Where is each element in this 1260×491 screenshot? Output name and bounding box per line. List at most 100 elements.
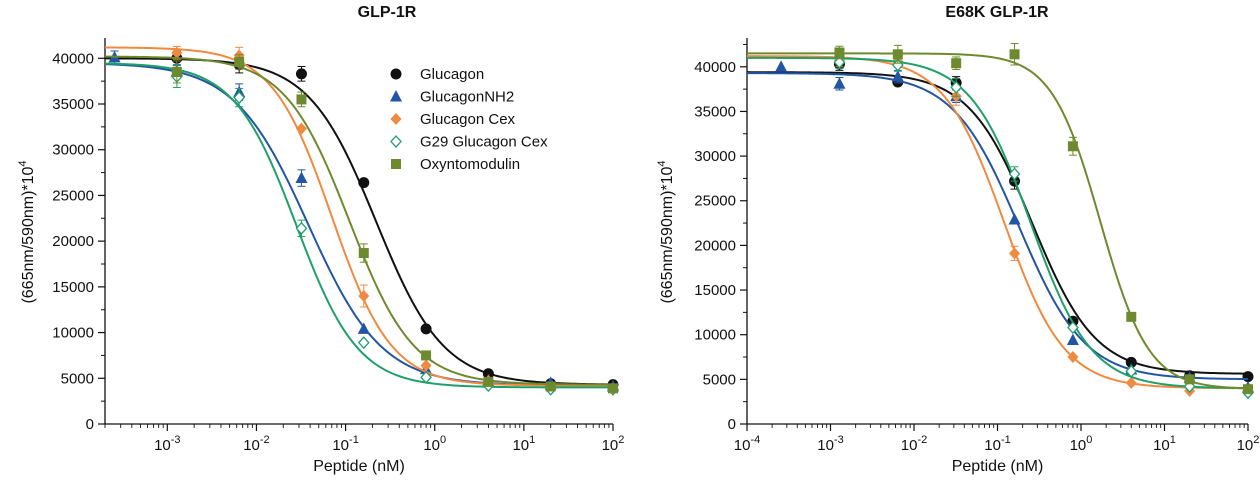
data-point-oxyntomodulin xyxy=(834,47,845,58)
x-tick-label: 102 xyxy=(1237,434,1260,454)
y-tick-label: 15000 xyxy=(694,282,736,299)
series-glucagon-cex xyxy=(746,53,1254,397)
panel-e68k-glp1r: E68K GLP-1R 0 5000 10000 15000 20000 25000 3000… xyxy=(656,4,1259,475)
data-point-glucagon-cex xyxy=(1067,351,1079,364)
data-point-glucagon-cex xyxy=(358,290,370,302)
y-tick-label: 20000 xyxy=(52,233,94,250)
x-axis-label: Peptide (nM) xyxy=(313,458,405,475)
data-point-glucagonnh2 xyxy=(833,77,846,89)
data-point-oxyntomodulin xyxy=(1184,374,1195,385)
data-point-glucagonnh2 xyxy=(295,171,308,184)
data-point-glucagon xyxy=(1125,356,1137,368)
data-point-g29-glucagon-cex xyxy=(950,80,963,94)
legend-label-g29-glucagon-cex: G29 Glucagon Cex xyxy=(420,134,548,151)
data-point-glucagon-cex xyxy=(1125,376,1137,389)
series-g29-glucagon-cex xyxy=(747,55,1254,400)
fit-curve-glucagonnh2 xyxy=(104,63,614,387)
data-point-oxyntomodulin xyxy=(234,56,245,67)
data-point-oxyntomodulin xyxy=(483,376,494,387)
legend-marker-g29-glucagon-cex xyxy=(390,135,402,148)
y-tick-label: 35000 xyxy=(694,103,736,120)
fit-curve-glucagon-cex xyxy=(746,55,1249,390)
panel-glp1r: GLP-1R 0 5000 10000 15000 20000 25000 30000 3500… xyxy=(17,4,624,475)
y-axis-label: (665nm/590nm)*104 xyxy=(656,160,676,303)
fit-curve-glucagonnh2 xyxy=(746,72,1249,381)
x-tick-label: 10-1 xyxy=(332,434,358,454)
x-tick-label: 10-3 xyxy=(817,434,843,454)
fit-curve-glucagon xyxy=(104,57,614,386)
data-point-oxyntomodulin xyxy=(1243,384,1253,395)
data-point-glucagonnh2 xyxy=(1066,333,1079,346)
y-tick-label: 15000 xyxy=(52,279,94,296)
fit-curve-g29-glucagon-cex xyxy=(747,56,1249,390)
legend-marker-glucagon xyxy=(390,68,402,80)
y-axis-label: (665nm/590nm)*104 xyxy=(17,160,37,303)
fit-curve-g29-glucagon-cex xyxy=(104,62,613,389)
fit-curve-glucagon-cex xyxy=(104,46,613,387)
data-point-oxyntomodulin xyxy=(1009,49,1020,60)
series-oxyntomodulin xyxy=(104,54,618,394)
x-tick-label: 10-1 xyxy=(984,434,1010,454)
data-point-glucagonnh2 xyxy=(775,60,788,72)
data-point-oxyntomodulin xyxy=(296,94,307,105)
x-tick-label: 100 xyxy=(423,434,446,454)
legend-marker-glucagon-cex xyxy=(390,113,402,125)
data-point-g29-glucagon-cex xyxy=(357,336,370,350)
y-tick-label: 25000 xyxy=(694,193,736,210)
series-g29-glucagon-cex xyxy=(104,62,619,396)
chart-title: GLP-1R xyxy=(358,4,417,21)
data-point-g29-glucagon-cex xyxy=(233,91,246,105)
data-point-g29-glucagon-cex xyxy=(1125,364,1138,378)
fit-curve-glucagon xyxy=(746,71,1249,375)
data-point-oxyntomodulin xyxy=(358,248,369,259)
x-tick-label: 101 xyxy=(512,434,535,454)
data-point-glucagon-cex xyxy=(1009,247,1021,260)
series-glucagonnh2 xyxy=(746,60,1254,393)
y-tick-label: 0 xyxy=(86,416,94,433)
y-tick-label: 20000 xyxy=(694,237,736,254)
legend-label-glucagonnh2: GlucagonNH2 xyxy=(420,89,514,106)
data-point-oxyntomodulin xyxy=(1067,141,1078,152)
x-tick-label: 100 xyxy=(1070,434,1093,454)
fit-curve-oxyntomodulin xyxy=(104,55,614,386)
data-point-glucagon xyxy=(1242,371,1254,383)
x-tick-label: 10-2 xyxy=(901,434,927,454)
data-point-oxyntomodulin xyxy=(892,49,903,60)
x-tick-label: 10-3 xyxy=(154,434,180,454)
series-oxyntomodulin xyxy=(747,43,1253,395)
data-point-oxyntomodulin xyxy=(545,381,556,392)
y-tick-label: 10000 xyxy=(694,327,736,344)
data-point-g29-glucagon-cex xyxy=(295,221,308,235)
legend-marker-glucagonnh2 xyxy=(390,90,402,102)
y-tick-label: 40000 xyxy=(52,50,94,67)
data-point-glucagon xyxy=(295,68,307,80)
legend: Glucagon GlucagonNH2 Glucagon Cex G29 Gluca… xyxy=(390,66,548,173)
y-tick-label: 0 xyxy=(728,416,736,433)
y-tick-label: 40000 xyxy=(694,59,736,76)
data-point-glucagonnh2 xyxy=(891,70,904,82)
chart-title: E68K GLP-1R xyxy=(945,4,1049,21)
x-tick-label: 101 xyxy=(1153,434,1176,454)
data-point-g29-glucagon-cex xyxy=(1067,321,1079,335)
y-tick-label: 35000 xyxy=(52,96,94,113)
legend-label-glucagon-cex: Glucagon Cex xyxy=(420,111,516,128)
legend-marker-oxyntomodulin xyxy=(391,159,401,169)
y-tick-label: 5000 xyxy=(703,371,736,388)
y-tick-label: 10000 xyxy=(52,325,94,342)
data-point-oxyntomodulin xyxy=(1126,311,1137,322)
y-tick-label: 5000 xyxy=(61,370,94,387)
x-tick-label: 10-4 xyxy=(734,434,760,454)
data-point-oxyntomodulin xyxy=(951,58,962,69)
data-point-g29-glucagon-cex xyxy=(1008,167,1021,181)
y-tick-label: 30000 xyxy=(52,142,94,159)
data-point-glucagonnh2 xyxy=(1008,212,1021,225)
data-point-oxyntomodulin xyxy=(171,67,182,77)
x-axis-label: Peptide (nM) xyxy=(952,458,1044,475)
data-point-g29-glucagon-cex xyxy=(420,370,432,384)
data-point-oxyntomodulin xyxy=(608,383,618,394)
data-point-glucagonnh2 xyxy=(357,322,370,334)
legend-label-oxyntomodulin: Oxyntomodulin xyxy=(420,156,520,173)
data-point-glucagon xyxy=(358,177,370,189)
data-point-oxyntomodulin xyxy=(421,350,432,361)
